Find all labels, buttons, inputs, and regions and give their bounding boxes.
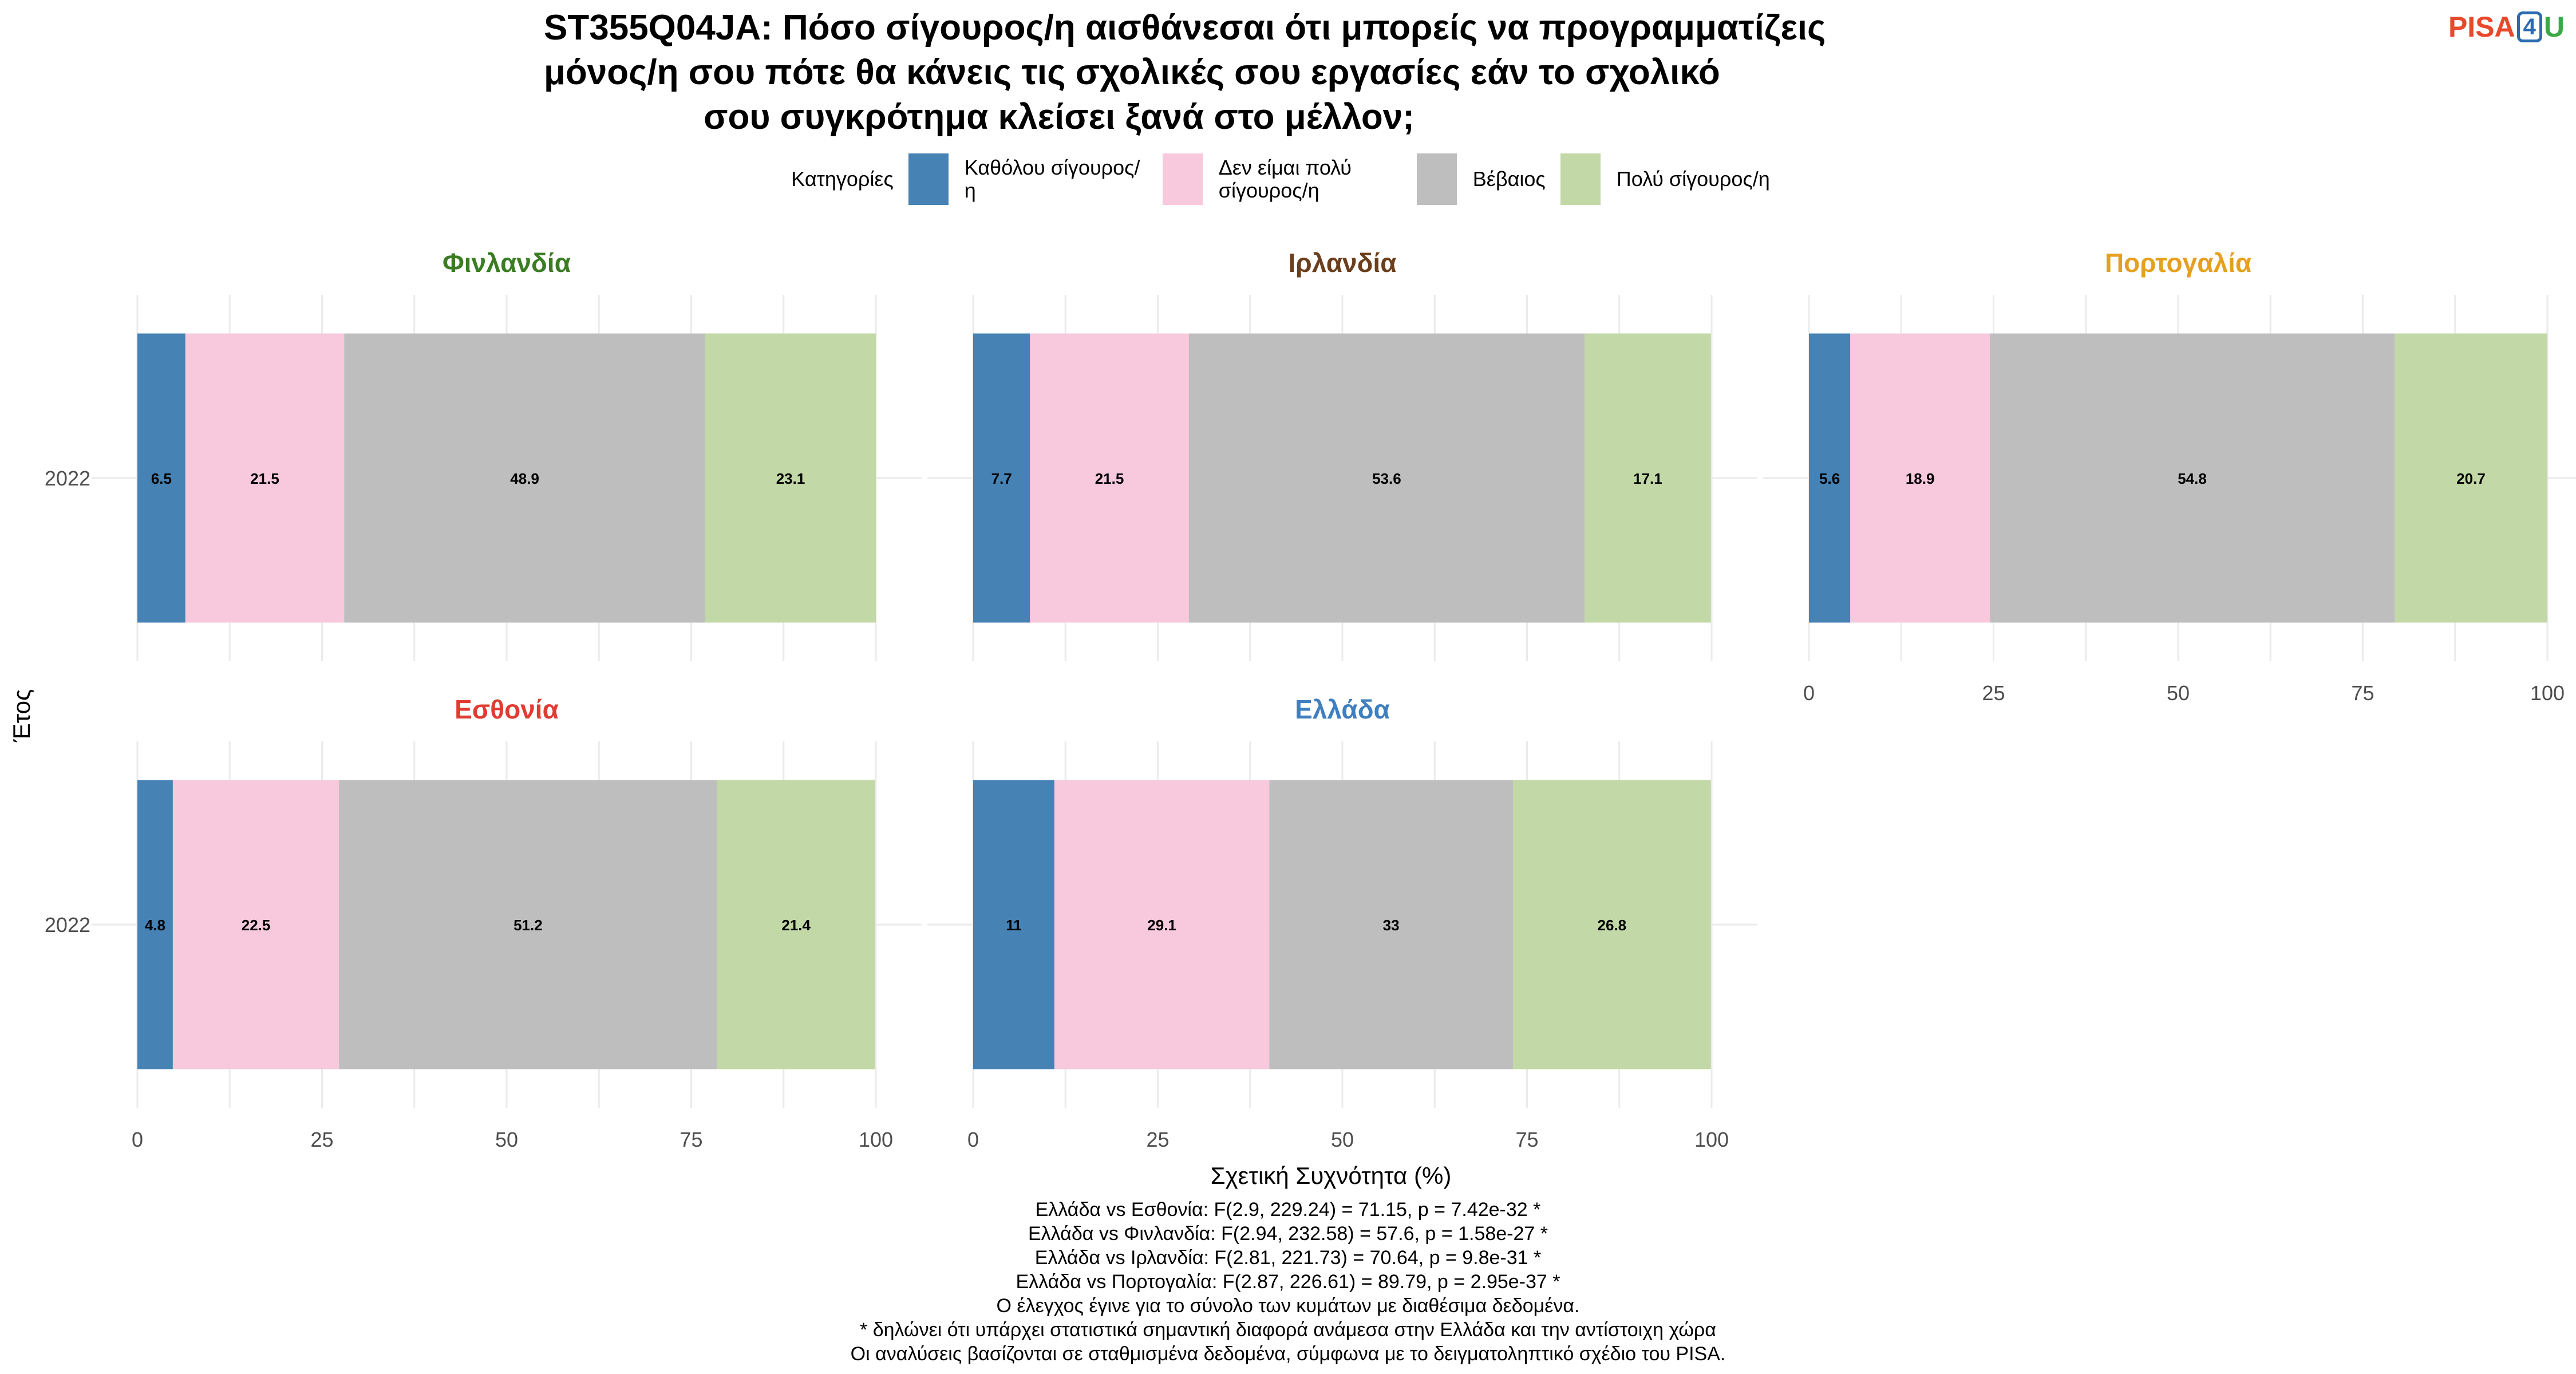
bar-segment [973, 780, 1054, 1069]
legend-label: Καθόλου σίγουρος/η [964, 156, 1140, 202]
data-label: 21.5 [1095, 470, 1124, 487]
x-tick-label: 100 [2530, 681, 2565, 705]
bar-segment [973, 333, 1030, 623]
note-line: Ελλάδα vs Πορτογαλία: F(2.87, 226.61) = … [1016, 1271, 1560, 1293]
x-tick-label: 50 [495, 1128, 518, 1151]
bar-segment [1585, 333, 1711, 623]
legend-item: Καθόλου σίγουρος/η [908, 153, 1148, 205]
data-label: 18.9 [1906, 470, 1935, 487]
x-tick-label: 0 [132, 1128, 143, 1151]
data-label: 5.6 [1819, 470, 1840, 487]
bar-segment [1990, 333, 2395, 623]
x-tick-label: 25 [1146, 1128, 1169, 1151]
note-line: Ο έλεγχος έγινε για το σύνολο των κυμάτω… [996, 1295, 1580, 1317]
legend-swatch [1162, 153, 1203, 205]
bar-segment [185, 333, 345, 623]
legend: Κατηγορίες Καθόλου σίγουρος/η Δεν είμαι … [0, 153, 2576, 205]
x-tick-label: 50 [2167, 681, 2190, 705]
legend-item: Δεν είμαι πολύ σίγουρος/η [1162, 153, 1402, 205]
bar-segment [344, 333, 706, 623]
x-tick-label: 100 [859, 1128, 893, 1151]
facet-title: Φινλανδία [442, 248, 571, 278]
facet-title: Ελλάδα [1295, 694, 1390, 724]
data-label: 17.1 [1633, 470, 1662, 487]
data-label: 48.9 [510, 470, 539, 487]
note-line: Ελλάδα vs Ιρλανδία: F(2.81, 221.73) = 70… [1034, 1247, 1542, 1269]
y-tick-label: 2022 [45, 913, 90, 937]
note-line: Ελλάδα vs Εσθονία: F(2.9, 229.24) = 71.1… [1035, 1199, 1541, 1221]
bar-segment [1054, 780, 1270, 1069]
y-axis-title: Έτος [8, 689, 35, 743]
data-label: 26.8 [1598, 917, 1627, 934]
bar-segment [137, 333, 185, 623]
facet-title: Πορτογαλία [2105, 248, 2251, 278]
data-label: 7.7 [991, 470, 1012, 487]
x-tick-label: 0 [1803, 681, 1815, 705]
data-label: 23.1 [776, 470, 805, 487]
x-tick-label: 75 [2351, 681, 2374, 705]
data-label: 51.2 [513, 917, 543, 934]
facet-title: Εσθονία [455, 694, 559, 724]
x-tick-label: 100 [1694, 1128, 1729, 1151]
bar-segment [172, 780, 339, 1069]
bar-segment [1512, 780, 1711, 1069]
title-line: μόνος/η σου πότε θα κάνεις τις σχολικές … [544, 53, 1720, 92]
bar-segment [2394, 333, 2547, 623]
bar-segment [137, 780, 173, 1069]
bar-segment [1030, 333, 1189, 623]
legend-label: Βέβαιος [1472, 167, 1546, 191]
bar-segment [1809, 333, 1851, 623]
bar-segment [1188, 333, 1585, 623]
x-axis-title: Σχετική Συχνότητα (%) [1211, 1162, 1452, 1189]
x-tick-label: 50 [1331, 1128, 1354, 1151]
bar-segment [717, 780, 875, 1069]
data-label: 22.5 [242, 917, 271, 934]
note-line: Οι αναλύσεις βασίζονται σε σταθμισμένα δ… [850, 1343, 1726, 1365]
bar-segment [1269, 780, 1513, 1069]
x-tick-label: 75 [679, 1128, 702, 1151]
legend-swatch [1416, 153, 1457, 205]
legend-label: Πολύ σίγουρος/η [1616, 167, 1770, 191]
data-label: 6.5 [151, 470, 172, 487]
bar-segment [339, 780, 717, 1069]
legend-item: Βέβαιος [1416, 153, 1546, 205]
legend-swatch [1560, 153, 1601, 205]
data-label: 33 [1383, 917, 1400, 934]
data-label: 29.1 [1147, 917, 1176, 934]
pisa4u-logo: PISA 4 U [2448, 11, 2565, 43]
data-label: 21.5 [250, 470, 279, 487]
y-tick-label: 2022 [45, 467, 90, 490]
data-label: 4.8 [145, 917, 165, 934]
title-line: σου συγκρότημα κλείσει ξανά στο μέλλον; [704, 97, 1415, 137]
x-tick-label: 0 [967, 1128, 979, 1151]
data-label: 21.4 [781, 917, 811, 934]
legend-label: Δεν είμαι πολύ σίγουρος/η [1218, 156, 1352, 202]
data-label: 11 [1006, 917, 1022, 934]
facet-title: Ιρλανδία [1288, 248, 1396, 278]
note-line: * δηλώνει ότι υπάρχει στατιστικά σημαντι… [860, 1319, 1716, 1341]
x-tick-label: 25 [1982, 681, 2005, 705]
x-tick-label: 75 [1515, 1128, 1538, 1151]
legend-swatch [908, 153, 949, 205]
data-label: 20.7 [2456, 470, 2486, 487]
legend-title: Κατηγορίες [791, 167, 894, 191]
x-tick-label: 25 [310, 1128, 333, 1151]
legend-item: Πολύ σίγουρος/η [1560, 153, 1770, 205]
data-label: 54.8 [2178, 470, 2207, 487]
chart-notes: Ελλάδα vs Εσθονία: F(2.9, 229.24) = 71.1… [0, 1198, 2576, 1366]
bar-segment [1850, 333, 1990, 623]
bar-segment [705, 333, 876, 623]
data-label: 53.6 [1372, 470, 1401, 487]
note-line: Ελλάδα vs Φινλανδία: F(2.94, 232.58) = 5… [1028, 1223, 1548, 1245]
